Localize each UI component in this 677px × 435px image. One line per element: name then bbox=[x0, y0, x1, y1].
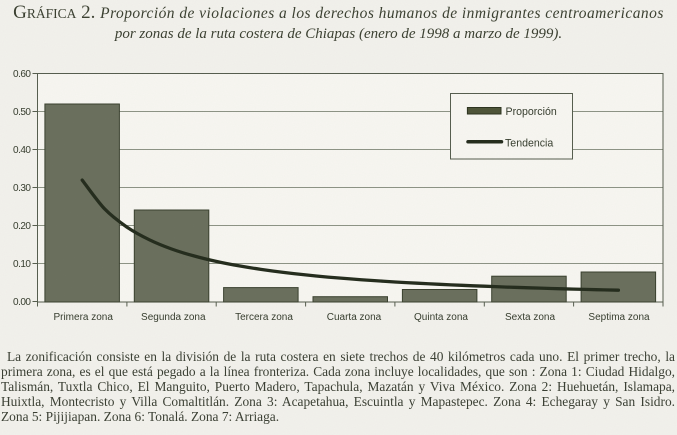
svg-text:0.60: 0.60 bbox=[13, 69, 31, 80]
svg-text:Segunda zona: Segunda zona bbox=[141, 312, 206, 323]
svg-text:Tercera zona: Tercera zona bbox=[235, 312, 293, 323]
svg-text:Proporción: Proporción bbox=[506, 106, 557, 118]
svg-text:0.30: 0.30 bbox=[13, 183, 31, 194]
svg-text:0.10: 0.10 bbox=[13, 259, 31, 270]
svg-text:Quinta zona: Quinta zona bbox=[414, 312, 468, 323]
svg-text:Sexta zona: Sexta zona bbox=[505, 312, 555, 323]
svg-text:Cuarta zona: Cuarta zona bbox=[327, 312, 382, 323]
svg-text:0.00: 0.00 bbox=[13, 297, 31, 308]
svg-text:Septima zona: Septima zona bbox=[588, 312, 650, 323]
svg-text:Tendencia: Tendencia bbox=[505, 138, 553, 150]
svg-text:Primera zona: Primera zona bbox=[53, 312, 113, 323]
svg-text:0.50: 0.50 bbox=[13, 107, 31, 118]
svg-text:0.40: 0.40 bbox=[13, 145, 31, 156]
svg-text:0.20: 0.20 bbox=[13, 221, 31, 232]
